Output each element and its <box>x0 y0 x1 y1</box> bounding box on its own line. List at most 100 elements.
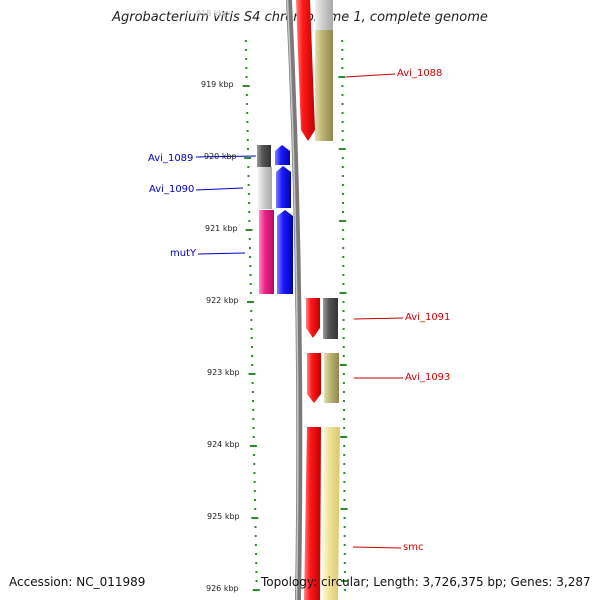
gene-Avi_1089-cds-arrow <box>275 145 290 165</box>
label-leader-mutY <box>197 252 246 255</box>
ruler-major-tick <box>245 229 253 231</box>
ruler-minor-tick <box>249 265 252 267</box>
ruler-minor-tick <box>341 112 344 114</box>
ruler-minor-tick <box>249 283 252 285</box>
ruler-minor-tick <box>245 67 248 69</box>
gene-label-smc[interactable]: smc <box>403 542 423 553</box>
ruler-minor-tick <box>342 256 345 258</box>
ruler-minor-tick <box>342 373 345 375</box>
gene-label-Avi_1093[interactable]: Avi_1093 <box>405 372 450 383</box>
ruler-minor-tick <box>342 382 345 384</box>
ruler-minor-tick <box>343 544 346 546</box>
ruler-minor-tick <box>342 391 345 393</box>
ruler-minor-tick <box>342 274 345 276</box>
ruler-major-tick <box>244 157 252 159</box>
ruler-minor-tick <box>245 76 248 78</box>
ruler-minor-tick <box>246 103 249 105</box>
label-leader-Avi_1090 <box>195 187 244 191</box>
ruler-minor-tick <box>343 472 346 474</box>
gene-label-Avi_1090[interactable]: Avi_1090 <box>149 184 194 195</box>
ruler-minor-tick <box>342 310 345 312</box>
ruler-major-tick <box>340 580 348 582</box>
ruler-minor-tick <box>253 463 256 465</box>
label-leader-Avi_1088 <box>345 73 396 78</box>
ruler-minor-tick <box>343 445 346 447</box>
ruler-minor-tick <box>342 238 345 240</box>
ruler-minor-tick <box>341 67 344 69</box>
ruler-minor-tick <box>248 247 251 249</box>
gene-label-Avi_1088[interactable]: Avi_1088 <box>397 68 442 79</box>
ruler-minor-tick <box>343 400 345 402</box>
gene-mutY-gene-bar <box>259 210 274 294</box>
ruler-minor-tick <box>343 589 346 591</box>
ruler-minor-tick <box>250 328 253 330</box>
gene-Avi_1090-cds-arrow <box>276 166 291 208</box>
ruler-minor-tick <box>247 175 250 177</box>
ruler-minor-tick <box>255 571 258 573</box>
ruler-minor-tick <box>341 103 344 105</box>
ruler-minor-tick <box>252 436 255 438</box>
ruler-minor-tick <box>341 58 344 60</box>
kbp-tick-label-926: 926 kbp <box>206 584 239 593</box>
ruler-minor-tick <box>254 535 257 537</box>
ruler-major-tick <box>339 364 347 366</box>
ruler-minor-tick <box>255 553 258 555</box>
ruler-minor-tick <box>341 184 344 186</box>
ruler-minor-tick <box>341 121 344 123</box>
ruler-major-tick <box>340 436 348 438</box>
ruler-minor-tick <box>255 562 258 564</box>
gene-Avi_1088-gene-bar <box>315 0 333 141</box>
gene-Avi_1089-feature <box>257 145 290 167</box>
label-leader-Avi_1091 <box>353 317 404 320</box>
ruler-minor-tick <box>246 130 249 132</box>
ruler-minor-tick <box>341 193 344 195</box>
ruler-minor-tick <box>343 490 346 492</box>
ruler-minor-tick <box>342 283 345 285</box>
kbp-tick-label-921: 921 kbp <box>205 224 238 233</box>
ruler-minor-tick <box>252 400 254 402</box>
ruler-minor-tick <box>343 427 346 429</box>
ruler-minor-tick <box>252 427 255 429</box>
ruler-minor-tick <box>248 238 251 240</box>
gene-label-Avi_1089[interactable]: Avi_1089 <box>148 153 193 164</box>
ruler-minor-tick <box>342 265 345 267</box>
gene-Avi_1090-gene-bar <box>258 167 272 209</box>
ruler-minor-tick <box>254 526 257 528</box>
gene-label-Avi_1091[interactable]: Avi_1091 <box>405 312 450 323</box>
ruler-minor-tick <box>341 85 344 87</box>
ruler-minor-tick <box>342 301 345 303</box>
gene-Avi_1088-feature <box>296 0 333 141</box>
ruler-minor-tick <box>250 310 253 312</box>
ruler-minor-tick <box>251 364 254 366</box>
gene-Avi_1091-gene-bar <box>323 298 338 339</box>
ruler-major-tick <box>248 373 256 375</box>
tick-column-left <box>242 40 260 591</box>
ruler-minor-tick <box>248 220 251 222</box>
gene-label-mutY[interactable]: mutY <box>170 248 197 259</box>
ruler-minor-tick <box>248 211 251 213</box>
gene-mutY-cds-arrow <box>277 210 293 294</box>
ruler-minor-tick <box>244 49 247 51</box>
ruler-major-tick <box>339 220 347 222</box>
ruler-minor-tick <box>342 346 345 348</box>
ruler-minor-tick <box>341 94 344 96</box>
ruler-minor-tick <box>343 463 346 465</box>
ruler-minor-tick <box>342 247 345 249</box>
kbp-tick-label-924: 924 kbp <box>207 440 240 449</box>
ruler-minor-tick <box>253 490 256 492</box>
ruler-minor-tick <box>252 418 255 420</box>
ruler-minor-tick <box>253 454 256 456</box>
ruler-minor-tick <box>246 148 249 150</box>
ruler-minor-tick <box>253 499 256 501</box>
ruler-minor-tick <box>255 580 258 582</box>
gene-Avi_1091-cds-arrow <box>306 298 320 338</box>
ruler-major-tick <box>339 292 347 294</box>
ruler-minor-tick <box>343 499 346 501</box>
ruler-major-tick <box>242 85 250 87</box>
ruler-minor-tick <box>254 544 257 546</box>
ruler-major-tick <box>247 301 255 303</box>
ruler-minor-tick <box>248 202 251 204</box>
gene-Avi_1093-gene-bar <box>324 353 339 403</box>
gene-Avi_1091-feature <box>306 298 338 339</box>
